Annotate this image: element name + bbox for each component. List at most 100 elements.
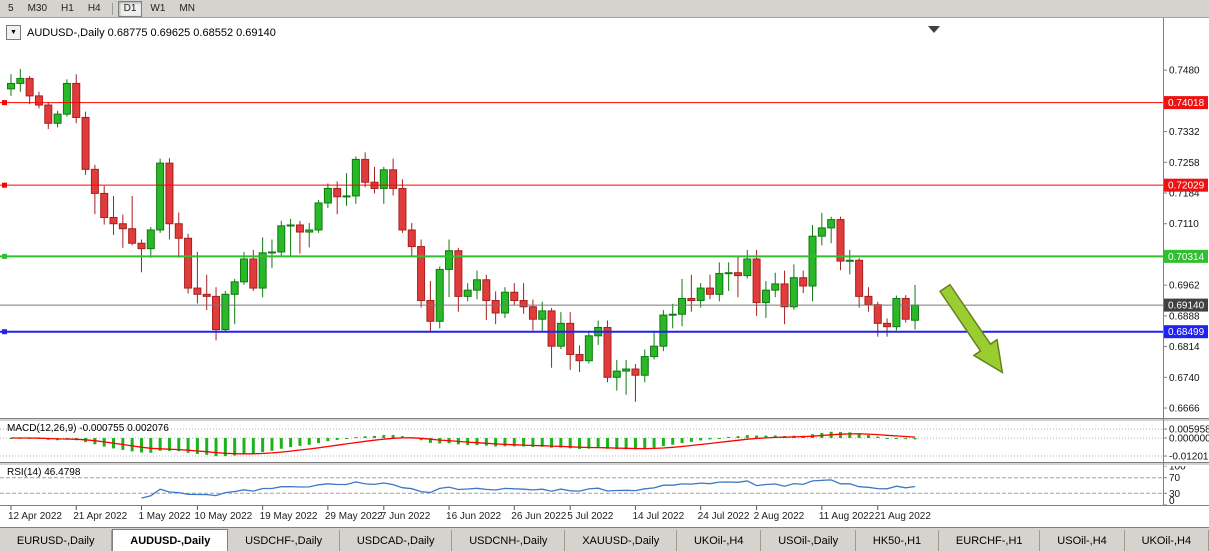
candle bbox=[771, 272, 780, 298]
candle bbox=[733, 256, 742, 298]
candle bbox=[855, 258, 864, 308]
candle bbox=[556, 312, 565, 350]
candle bbox=[407, 222, 416, 256]
date-tick-label: 19 May 2022 bbox=[260, 511, 318, 522]
timeframe-button-5[interactable]: 5 bbox=[8, 2, 14, 14]
candle bbox=[836, 216, 845, 271]
candle bbox=[25, 75, 34, 105]
date-tick-label: 21 Apr 2022 bbox=[73, 511, 127, 522]
line-handle[interactable] bbox=[2, 100, 7, 106]
candle bbox=[398, 179, 407, 233]
candle bbox=[305, 222, 314, 248]
timeframe-button-d1[interactable]: D1 bbox=[117, 0, 143, 17]
horizontal-price-line[interactable] bbox=[0, 182, 1163, 188]
candle bbox=[892, 295, 901, 331]
tab-hk50-h1[interactable]: HK50-,H1 bbox=[856, 530, 940, 551]
tab-usdchf-daily[interactable]: USDCHF-,Daily bbox=[228, 530, 340, 551]
candle bbox=[81, 111, 90, 175]
date-tick-label: 11 Aug 2022 bbox=[819, 511, 875, 522]
candle bbox=[146, 227, 155, 258]
date-tick-label: 21 Aug 2022 bbox=[875, 511, 932, 522]
date-tick-label: 1 May 2022 bbox=[138, 511, 191, 522]
candle bbox=[799, 270, 808, 294]
tab-usoil-h4[interactable]: USOil-,H4 bbox=[1040, 530, 1125, 551]
candle bbox=[286, 218, 295, 256]
macd-indicator-label: MACD(12,26,9) -0.000755 0.002076 bbox=[7, 423, 169, 434]
trend-arrow[interactable] bbox=[933, 280, 1013, 380]
timeframe-button-mn[interactable]: MN bbox=[179, 2, 195, 14]
chart-canvas[interactable]: 0.7480 0.7332 0.7258 0.7184 0.7110 0.6962 0.68… bbox=[0, 18, 1209, 527]
candle bbox=[72, 74, 81, 124]
tab-usdcnh-daily[interactable]: USDCNH-,Daily bbox=[452, 530, 566, 551]
line-handle[interactable] bbox=[2, 329, 7, 335]
tab-usoil-daily[interactable]: USOil-,Daily bbox=[761, 530, 856, 551]
timeframe-button-w1[interactable]: W1 bbox=[150, 2, 166, 14]
date-tick-label: 2 Aug 2022 bbox=[754, 511, 805, 522]
macd-tick-label: -0.012015 bbox=[1169, 452, 1209, 463]
candle bbox=[817, 212, 826, 246]
panel-separator[interactable] bbox=[0, 462, 1209, 466]
candle bbox=[584, 330, 593, 364]
tab-eurchf-h1[interactable]: EURCHF-,H1 bbox=[939, 530, 1041, 551]
candle bbox=[128, 195, 137, 246]
horizontal-price-line[interactable] bbox=[0, 100, 1163, 106]
rsi-tick-label: 100 bbox=[1169, 462, 1186, 473]
candle bbox=[34, 91, 43, 109]
date-tick-label: 29 May 2022 bbox=[325, 511, 383, 522]
candle bbox=[90, 164, 99, 215]
price-tick-label: 0.6814 bbox=[1169, 342, 1200, 353]
candle bbox=[491, 291, 500, 325]
candle bbox=[901, 295, 910, 323]
time-x-axis[interactable]: 12 Apr 2022 21 Apr 2022 1 May 2022 10 May 2… bbox=[8, 506, 931, 522]
tab-eurusd-daily[interactable]: EURUSD-,Daily bbox=[0, 530, 113, 551]
candle bbox=[267, 239, 276, 269]
svg-text:0.69140: 0.69140 bbox=[1168, 301, 1205, 312]
date-tick-label: 7 Jun 2022 bbox=[381, 511, 431, 522]
rsi-tick-label: 0 bbox=[1169, 496, 1175, 507]
tab-usdcad-daily[interactable]: USDCAD-,Daily bbox=[339, 530, 453, 551]
tab-audusd-daily[interactable]: AUDUSD-,Daily bbox=[112, 529, 229, 551]
candle bbox=[165, 158, 174, 240]
chart-header: ▼ AUDUSD-,Daily 0.68775 0.69625 0.68552 … bbox=[6, 25, 276, 40]
timeframe-button-m30[interactable]: M30 bbox=[27, 2, 48, 14]
candle bbox=[426, 281, 435, 333]
tab-ukoil-h4[interactable]: UKOil-,H4 bbox=[677, 530, 762, 551]
candle bbox=[174, 212, 183, 258]
date-tick-label: 12 Apr 2022 bbox=[8, 511, 62, 522]
price-tick-label: 0.7110 bbox=[1169, 219, 1199, 230]
timeframe-toolbar: 5 M30 H1 H4 D1 W1 MN bbox=[0, 0, 1209, 18]
line-handle[interactable] bbox=[2, 253, 7, 259]
candle bbox=[631, 364, 640, 402]
rsi-tick-label: 30 bbox=[1169, 489, 1181, 500]
candle bbox=[454, 247, 463, 312]
price-tick-label: 0.7332 bbox=[1169, 127, 1200, 138]
candle bbox=[827, 216, 836, 244]
candle bbox=[724, 262, 733, 291]
candle bbox=[519, 283, 528, 314]
tab-ukoil-h4[interactable]: UKOil-,H4 bbox=[1124, 530, 1209, 551]
tab-xauusd-daily[interactable]: XAUUSD-,Daily bbox=[565, 530, 678, 551]
candle bbox=[202, 274, 211, 311]
candlestick-series bbox=[7, 68, 920, 402]
candle bbox=[16, 68, 25, 92]
chart-shift-marker[interactable] bbox=[928, 26, 940, 33]
price-tick-label: 0.6666 bbox=[1169, 404, 1200, 415]
timeframe-button-h1[interactable]: H1 bbox=[61, 2, 74, 14]
toolbar-separator bbox=[111, 2, 113, 15]
candle bbox=[351, 156, 360, 204]
price-level-badge: 0.68499 bbox=[1164, 325, 1208, 339]
candle bbox=[258, 237, 267, 298]
chart-dropdown-button[interactable]: ▼ bbox=[6, 25, 21, 40]
candle bbox=[622, 359, 631, 395]
horizontal-price-line[interactable] bbox=[0, 253, 1163, 259]
candle bbox=[845, 249, 854, 275]
candle bbox=[473, 270, 481, 300]
panel-separator[interactable] bbox=[0, 418, 1209, 422]
line-handle[interactable] bbox=[2, 182, 7, 188]
chevron-down-icon: ▼ bbox=[10, 29, 17, 36]
macd-signal-line bbox=[11, 433, 916, 455]
timeframe-button-h4[interactable]: H4 bbox=[87, 2, 101, 14]
candle bbox=[445, 239, 454, 298]
candle bbox=[361, 152, 370, 188]
